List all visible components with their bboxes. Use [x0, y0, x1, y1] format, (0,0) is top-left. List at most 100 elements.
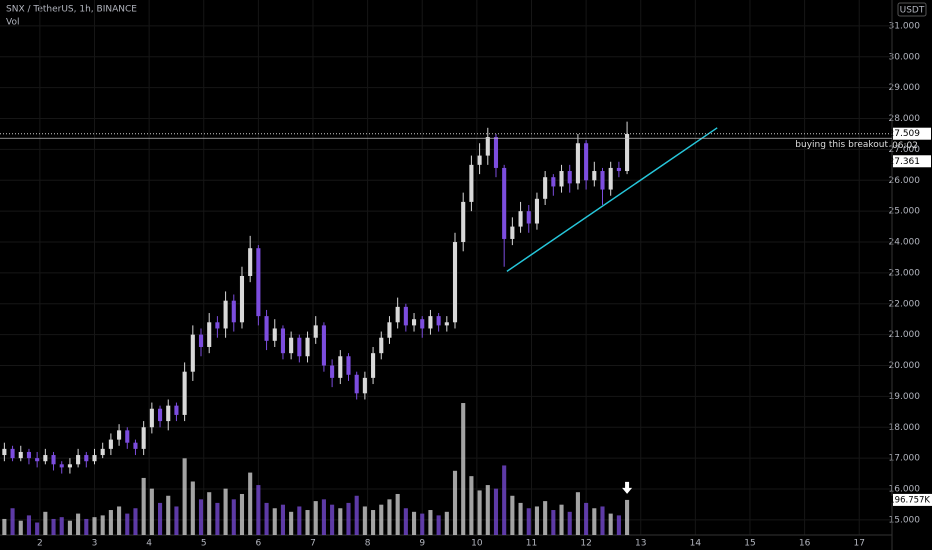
- y-tick-label: 20.000: [889, 361, 921, 371]
- candle-body: [625, 133, 630, 172]
- chart-title: SNX / TetherUS, 1h, BINANCE: [6, 5, 137, 15]
- volume-bar: [371, 510, 376, 535]
- volume-bar: [59, 517, 64, 535]
- candle-body: [117, 430, 122, 440]
- candle-body: [395, 306, 400, 323]
- candle-body: [26, 451, 31, 459]
- candle-body: [190, 334, 195, 372]
- volume-bar: [166, 495, 171, 535]
- volume-bar: [207, 492, 212, 535]
- candle-body: [313, 325, 318, 338]
- candle-body: [452, 242, 458, 323]
- candle-body: [2, 448, 7, 456]
- volume-bar: [117, 506, 122, 535]
- y-tick-label: 25.000: [889, 207, 921, 217]
- candle-body: [59, 464, 64, 468]
- volume-bar: [108, 510, 113, 535]
- candle-body: [157, 408, 163, 422]
- y-tick-label: 29.000: [889, 83, 921, 93]
- x-tick-label: 11: [526, 539, 537, 549]
- candle-body: [35, 458, 40, 462]
- candle-body: [18, 451, 23, 459]
- volume-bar: [297, 506, 302, 535]
- volume-bar: [125, 513, 130, 535]
- volume-bar: [518, 502, 523, 535]
- volume-bar: [526, 508, 531, 535]
- volume-bar: [395, 493, 400, 535]
- volume-bar: [182, 458, 187, 535]
- volume-bar: [51, 518, 56, 535]
- candle-body: [149, 408, 154, 428]
- volume-bar: [174, 506, 179, 535]
- candle-body: [280, 328, 285, 354]
- volume-bar: [198, 499, 204, 535]
- candle-body: [592, 171, 597, 181]
- volume-bar: [534, 506, 539, 535]
- candle-body: [616, 167, 621, 172]
- candle-body: [477, 155, 482, 165]
- candle-body: [166, 405, 171, 422]
- price-label-box: [893, 127, 931, 140]
- volume-bar: [215, 502, 220, 535]
- volume-bar: [10, 508, 15, 535]
- volume-bar: [387, 499, 392, 535]
- y-tick-label: 28.000: [889, 114, 921, 124]
- volume-label: 196.757K: [889, 495, 930, 505]
- volume-bar: [149, 488, 154, 535]
- candle-body: [125, 430, 130, 443]
- volume-bar: [264, 502, 269, 535]
- annotation: buying this breakout: [795, 140, 888, 150]
- candle-body: [248, 248, 253, 276]
- candle-body: [428, 316, 433, 329]
- volume-bar: [436, 515, 441, 535]
- candle-body: [362, 377, 367, 394]
- volume-bar: [305, 510, 310, 535]
- candle-body: [559, 171, 564, 187]
- price-label: 27.361: [889, 157, 921, 167]
- x-tick-label: 4: [146, 539, 152, 549]
- candle-body: [100, 448, 105, 456]
- volume-bar: [428, 510, 433, 535]
- x-tick-label: 8: [365, 539, 371, 549]
- candle-body: [67, 464, 72, 468]
- candle-body: [231, 300, 236, 323]
- candle-body: [330, 365, 335, 378]
- volume-bar: [608, 513, 613, 535]
- candle-body: [182, 371, 187, 415]
- volume-bar: [92, 517, 97, 535]
- volume-bar: [84, 518, 89, 535]
- volume-bar: [592, 508, 597, 535]
- volume-bar: [141, 477, 146, 535]
- volume-bar: [510, 495, 515, 535]
- volume-bar: [567, 511, 572, 535]
- candle-body: [534, 198, 539, 224]
- candle-body: [493, 137, 499, 168]
- candle-body: [461, 201, 466, 243]
- volume-bar: [256, 485, 261, 535]
- y-tick-label: 16.000: [889, 485, 921, 495]
- volume-bar: [223, 488, 228, 535]
- volume-bar: [469, 476, 474, 535]
- arrow-icon: [622, 481, 633, 494]
- candle-body: [518, 211, 523, 227]
- y-tick-label: 21.000: [889, 330, 921, 340]
- volume-bar: [551, 510, 556, 535]
- x-tick-label: 16: [799, 539, 811, 549]
- volume-bar: [35, 522, 40, 535]
- volume-bar: [354, 495, 359, 535]
- candle-body: [43, 455, 48, 462]
- candle-body: [256, 248, 261, 317]
- volume-bar: [321, 499, 326, 535]
- volume-bar: [231, 499, 236, 535]
- y-tick-label: 30.000: [889, 52, 921, 62]
- candle-body: [338, 356, 343, 378]
- candle-body: [444, 322, 449, 326]
- candle-body: [354, 374, 359, 394]
- price-axis: [892, 0, 932, 550]
- candle-body: [543, 177, 548, 199]
- candle-body: [239, 275, 245, 323]
- candle-body: [76, 455, 81, 465]
- volume-label-box: [893, 493, 932, 506]
- candle-body: [51, 455, 56, 465]
- volume-bar: [616, 515, 621, 535]
